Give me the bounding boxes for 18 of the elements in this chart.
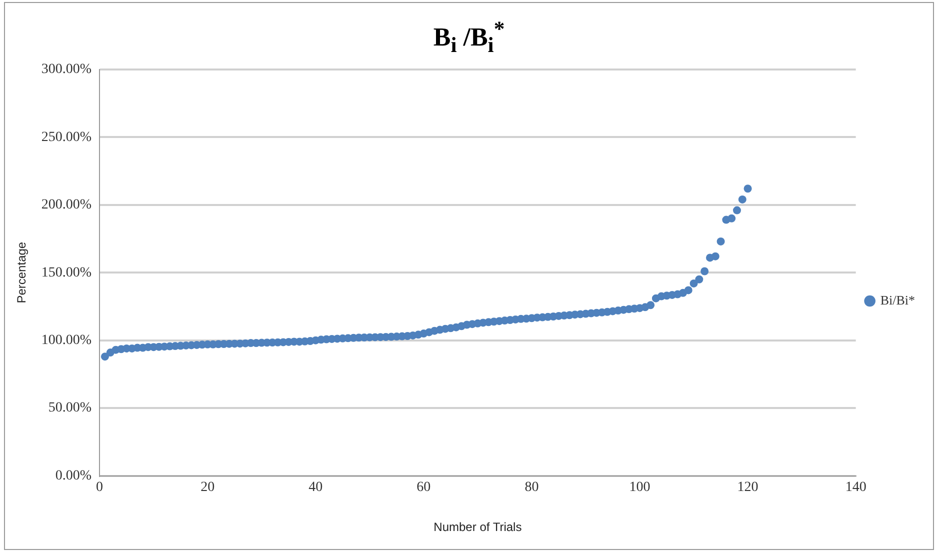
y-axis-title: Percentage bbox=[14, 242, 29, 304]
x-axis-title: Number of Trials bbox=[434, 520, 522, 534]
x-tick-label: 40 bbox=[308, 480, 323, 495]
y-tick-label: 200.00% bbox=[41, 198, 92, 213]
y-tick-label: 250.00% bbox=[41, 130, 92, 145]
y-tick-label: 0.00% bbox=[55, 468, 92, 484]
x-tick-label: 80 bbox=[524, 480, 539, 495]
legend-label: Bi/Bi* bbox=[880, 292, 916, 308]
x-tick-label: 0 bbox=[96, 480, 104, 495]
x-tick-label: 20 bbox=[200, 480, 215, 495]
y-tick-label: 300.00% bbox=[41, 62, 92, 78]
x-tick-label: 140 bbox=[845, 480, 866, 495]
y-tick-label: 100.00% bbox=[41, 333, 92, 348]
x-tick-label: 100 bbox=[629, 480, 650, 495]
y-tick-label: 50.00% bbox=[48, 400, 92, 416]
x-tick-label: 120 bbox=[737, 480, 758, 495]
x-tick-label: 60 bbox=[416, 480, 431, 495]
y-tick-label: 150.00% bbox=[41, 265, 92, 280]
